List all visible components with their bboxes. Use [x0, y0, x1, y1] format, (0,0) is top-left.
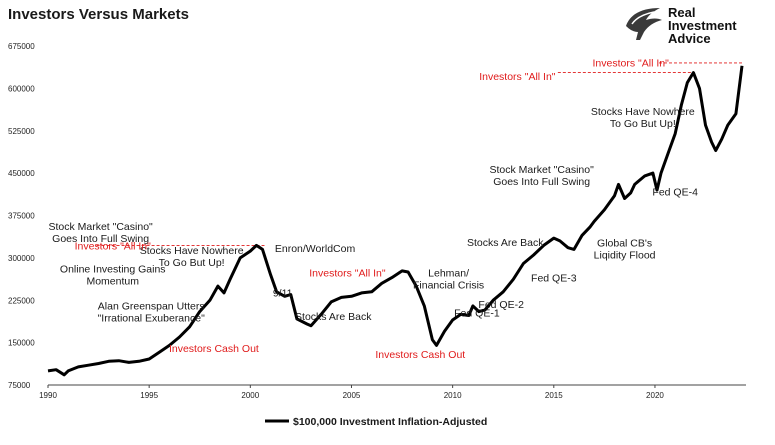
- annotation-label: Fed QE-3: [531, 273, 577, 285]
- chart-title: Investors Versus Markets: [8, 6, 189, 23]
- y-tick-label: 75000: [8, 381, 31, 390]
- annotation-label: Stock Market "Casino" Goes Into Full Swin…: [48, 221, 153, 245]
- annotation-label: Fed QE-4: [652, 187, 698, 199]
- x-tick-label: 1995: [140, 391, 158, 400]
- chart-axes: 75000 150000 225000 300000 375000 450000 52500…: [8, 42, 746, 400]
- y-tick-label: 675000: [8, 42, 35, 51]
- annotation-label: Stock Market "Casino" Goes Into Full Swin…: [489, 164, 594, 188]
- annotation-label: Enron/WorldCom: [275, 243, 356, 255]
- annotation-label: Stocks Have Nowhere To Go But Up!: [140, 245, 244, 269]
- legend: $100,000 Investment Inflation-Adjusted: [265, 416, 487, 428]
- annotation-label: Investors "All In": [479, 71, 556, 83]
- annotation-label: Investors Cash Out: [169, 343, 259, 355]
- y-tick-label: 300000: [8, 254, 35, 263]
- y-tick-label: 525000: [8, 127, 35, 136]
- legend-label: $100,000 Investment Inflation-Adjusted: [293, 416, 487, 428]
- annotation-label: Stocks Have Nowhere To Go But Up!: [591, 106, 695, 130]
- x-tick-label: 1990: [39, 391, 57, 400]
- logo-line-2: Investment: [668, 18, 737, 33]
- y-tick-label: 450000: [8, 169, 35, 178]
- annotation-label: Investors Cash Out: [375, 349, 465, 361]
- annotation-label: Online Investing Gains Momentum: [60, 264, 166, 288]
- x-tick-label: 2020: [646, 391, 664, 400]
- y-tick-label: 375000: [8, 212, 35, 221]
- annotation-label: Investors "All In": [75, 240, 152, 252]
- y-tick-label: 600000: [8, 84, 35, 93]
- y-tick-label: 225000: [8, 296, 35, 305]
- x-tick-label: 2005: [343, 391, 361, 400]
- x-tick-label: 2015: [545, 391, 563, 400]
- x-tick-label: 2000: [241, 391, 259, 400]
- annotation-layer: Stock Market "Casino" Goes Into Full Swin…: [48, 57, 698, 361]
- annotation-label: Stocks Are Back: [295, 311, 372, 323]
- annotation-label: Global CB's Liqidity Flood: [594, 238, 656, 262]
- logo-line-1: Real: [668, 5, 696, 20]
- annotation-label: Stocks Are Back: [467, 237, 544, 249]
- annotation-label: Fed QE-1: [454, 308, 500, 320]
- y-tick-label: 150000: [8, 339, 35, 348]
- x-tick-label: 2010: [444, 391, 462, 400]
- annotation-label: Investors "All In": [309, 268, 386, 280]
- series-line: [47, 65, 744, 377]
- annotation-label: Alan Greenspan Utters "Irrational Exubera…: [98, 300, 206, 324]
- logo-line-3: Advice: [668, 31, 711, 46]
- annotation-label: 9/11: [273, 287, 293, 299]
- brand-logo: Real Investment Advice: [622, 4, 772, 48]
- series-layer: [47, 65, 744, 377]
- annotation-label: Lehman/Financial Crisis: [413, 268, 484, 292]
- bull-icon: [626, 8, 662, 40]
- annotation-label: Investors "All In": [593, 57, 670, 69]
- annotation-label: Fed QE-2: [478, 299, 524, 311]
